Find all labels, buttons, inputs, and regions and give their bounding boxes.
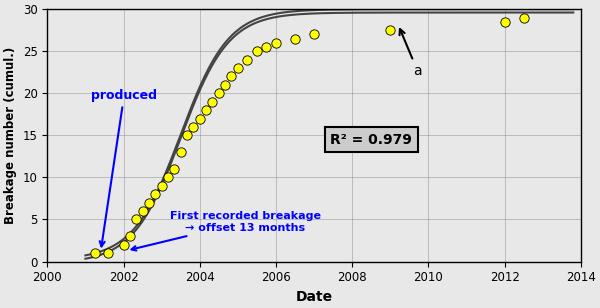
Point — [227, 74, 236, 79]
Point — [271, 40, 281, 45]
Point — [151, 192, 160, 197]
Point — [90, 251, 100, 256]
Point — [519, 15, 529, 20]
Point — [125, 234, 135, 239]
Text: R² = 0.979: R² = 0.979 — [331, 132, 412, 147]
Point — [262, 45, 271, 50]
Point — [202, 108, 211, 113]
Point — [131, 217, 141, 222]
Point — [242, 57, 252, 62]
Point — [138, 209, 148, 213]
Point — [252, 49, 262, 54]
Point — [182, 133, 192, 138]
Point — [195, 116, 205, 121]
Point — [144, 200, 154, 205]
Point — [221, 83, 230, 87]
Point — [208, 99, 217, 104]
Point — [103, 251, 112, 256]
Text: produced: produced — [91, 89, 157, 246]
Point — [500, 19, 509, 24]
Text: a: a — [400, 29, 422, 78]
Y-axis label: Breakage number (cumul.): Breakage number (cumul.) — [4, 47, 17, 224]
Point — [386, 28, 395, 33]
Point — [214, 91, 224, 96]
Point — [290, 36, 300, 41]
Point — [163, 175, 173, 180]
Point — [310, 32, 319, 37]
Point — [157, 183, 166, 188]
Point — [169, 167, 179, 172]
Point — [119, 242, 128, 247]
Text: First recorded breakage
→ offset 13 months: First recorded breakage → offset 13 mont… — [131, 211, 321, 250]
Point — [233, 66, 242, 71]
X-axis label: Date: Date — [296, 290, 332, 304]
Point — [176, 150, 185, 155]
Point — [188, 124, 198, 129]
